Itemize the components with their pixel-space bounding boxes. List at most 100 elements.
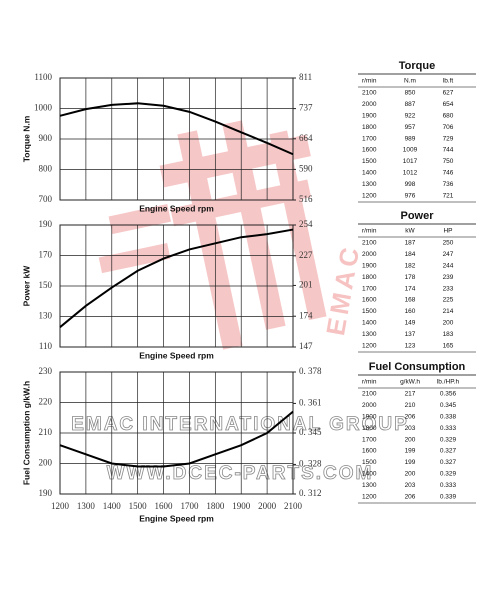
table-cell: 1500 [362,158,377,165]
x-tick-label: 1600 [155,501,174,511]
line-series [59,102,294,156]
table-cell: 1300 [362,331,377,338]
y-tick-label: 900 [39,133,53,143]
table-cell: 0.327 [440,459,457,466]
table-cell: 174 [405,285,416,292]
table-cell: 746 [443,170,454,177]
table-cell: 206 [405,493,416,500]
table-title: Torque [399,60,435,72]
table-cell: 850 [405,90,416,97]
y2-tick-label: 254 [299,219,313,229]
y2-tick-label: 0. 328 [299,458,322,468]
y2-tick-label: 664 [299,133,313,143]
table-cell: 149 [405,320,416,327]
table-cell: 200 [405,436,416,443]
y-tick-label: 1100 [34,72,52,82]
y2-tick-label: 227 [299,250,313,260]
table-cell: 225 [443,297,454,304]
table-cell: 239 [443,274,454,281]
table-cell: 200 [443,320,454,327]
table-cell: 168 [405,297,416,304]
table-cell: 0.356 [440,391,457,398]
table-cell: 1600 [362,297,377,304]
table-cell: 1900 [362,113,377,120]
table-cell: 1012 [403,170,418,177]
y2-tick-label: 0. 361 [299,397,322,407]
table-cell: 1800 [362,274,377,281]
y-tick-label: 800 [39,164,53,174]
table-cell: 187 [405,240,416,247]
x-tick-label: 1500 [129,501,148,511]
y-axis-label: Power kW [21,265,31,307]
table-cell: 1900 [362,414,377,421]
table-cell: 203 [405,482,416,489]
table-cell: 217 [405,391,416,398]
table-cell: 721 [443,192,454,199]
table-cell: 1400 [362,170,377,177]
table-cell: 1600 [362,147,377,154]
y-tick-label: 150 [39,280,53,290]
y-tick-label: 220 [39,397,53,407]
table-header: g/kW.h [400,379,420,386]
table-cell: 1200 [362,192,377,199]
table-cell: 184 [405,251,416,258]
watermark-url: WWW.DCEC-PARTS.COM [107,463,374,484]
table-cell: 750 [443,158,454,165]
table-cell: 1400 [362,471,377,478]
table-cell: 0.327 [440,448,457,455]
plot-frame [59,224,294,348]
line-series [59,228,294,328]
table-cell: 887 [405,101,416,108]
table-cell: 214 [443,308,454,315]
table-cell: 922 [405,113,416,120]
y2-tick-label: 0. 345 [299,427,322,437]
x-tick-label: 2100 [284,501,303,511]
table-cell: 123 [405,342,416,349]
table-cell: 2000 [362,402,377,409]
table-cell: 1017 [403,158,418,165]
table-cell: 165 [443,342,454,349]
y2-tick-label: 0. 312 [299,488,322,498]
y-tick-label: 170 [39,250,53,260]
table-cell: 206 [405,414,416,421]
x-tick-label: 1900 [232,501,251,511]
table-cell: 0.338 [440,414,457,421]
table-header: r/min [362,228,377,235]
y-tick-label: 130 [39,311,53,321]
table-cell: 1500 [362,308,377,315]
y-tick-label: 200 [39,458,53,468]
table-title: Fuel Consumption [369,361,466,373]
table-header: N.m [404,78,416,85]
y2-tick-label: 174 [299,310,313,320]
y-axis-label: Torque N.m [21,115,31,162]
table-cell: 1300 [362,181,377,188]
y2-tick-label: 590 [299,163,313,173]
table-cell: 0.329 [440,436,457,443]
table-cell: 1800 [362,124,377,131]
table-cell: 1700 [362,285,377,292]
y-tick-label: 190 [39,488,53,498]
table-title: Power [400,210,434,222]
y-tick-label: 190 [39,219,53,229]
table-cell: 1009 [403,147,418,154]
y2-tick-label: 811 [299,72,312,82]
table-cell: 1700 [362,135,377,142]
table-cell: 2100 [362,240,377,247]
table-cell: 0.329 [440,471,457,478]
table-cell: 200 [405,471,416,478]
y-tick-label: 110 [39,341,53,351]
y2-tick-label: 0. 378 [299,366,322,376]
table-cell: 989 [405,135,416,142]
watermark-text: EMAC INTERNATIONAL GROUP [71,414,409,435]
table-cell: 627 [443,90,454,97]
table-cell: 1800 [362,425,377,432]
table-cell: 2100 [362,90,377,97]
table-cell: 199 [405,448,416,455]
table-cell: 244 [443,263,454,270]
table-cell: 178 [405,274,416,281]
x-tick-label: 1300 [77,501,96,511]
table-cell: 1200 [362,342,377,349]
y-tick-label: 1000 [34,103,53,113]
y-axis-label: Fuel Consumption g/kW.h [21,381,31,485]
